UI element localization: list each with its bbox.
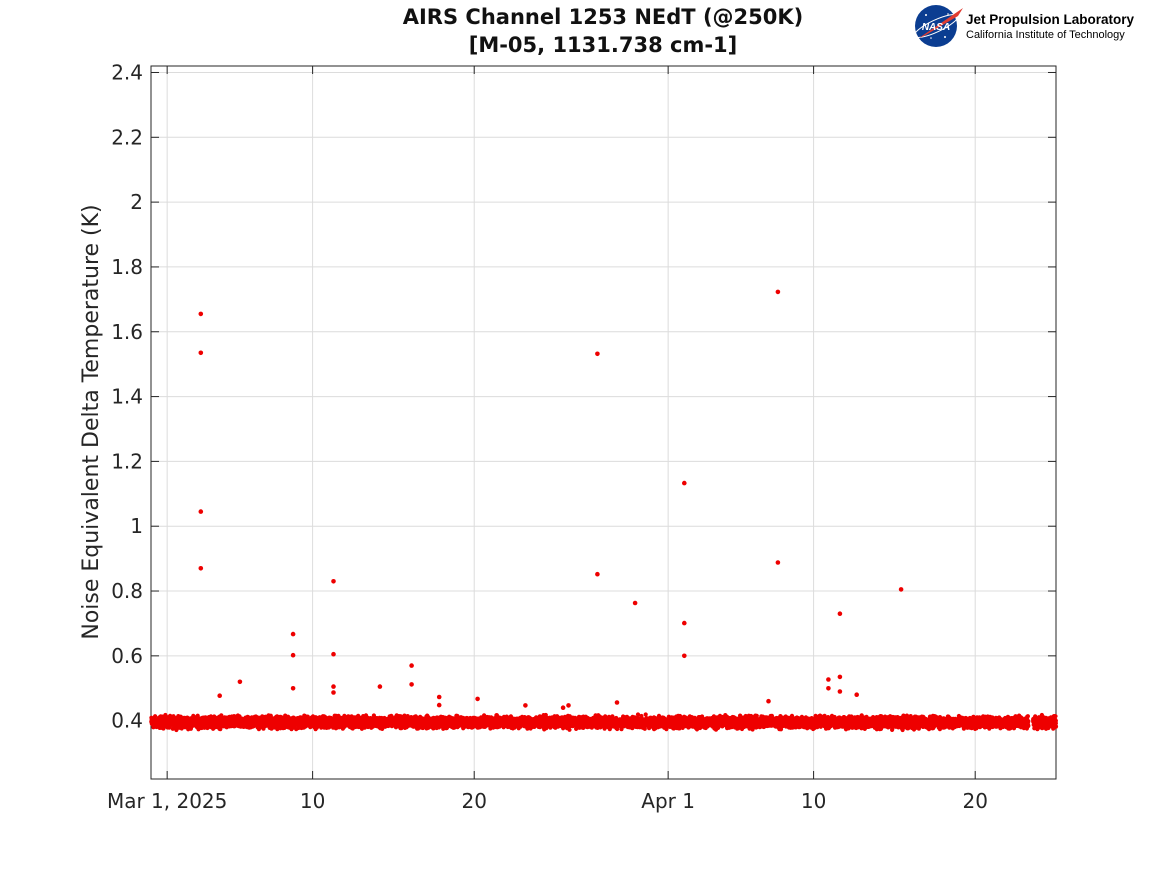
- plot-frame: [150, 65, 1057, 780]
- axes: [150, 65, 1057, 780]
- chart-title: AIRS Channel 1253 NEdT (@250K) [M-05, 113…: [403, 5, 804, 57]
- grid: [151, 66, 1056, 779]
- data-points: [149, 289, 1059, 733]
- chart-title-line: AIRS Channel 1253 NEdT (@250K): [403, 5, 804, 29]
- chart-title-line: [M-05, 1131.738 cm-1]: [469, 33, 738, 57]
